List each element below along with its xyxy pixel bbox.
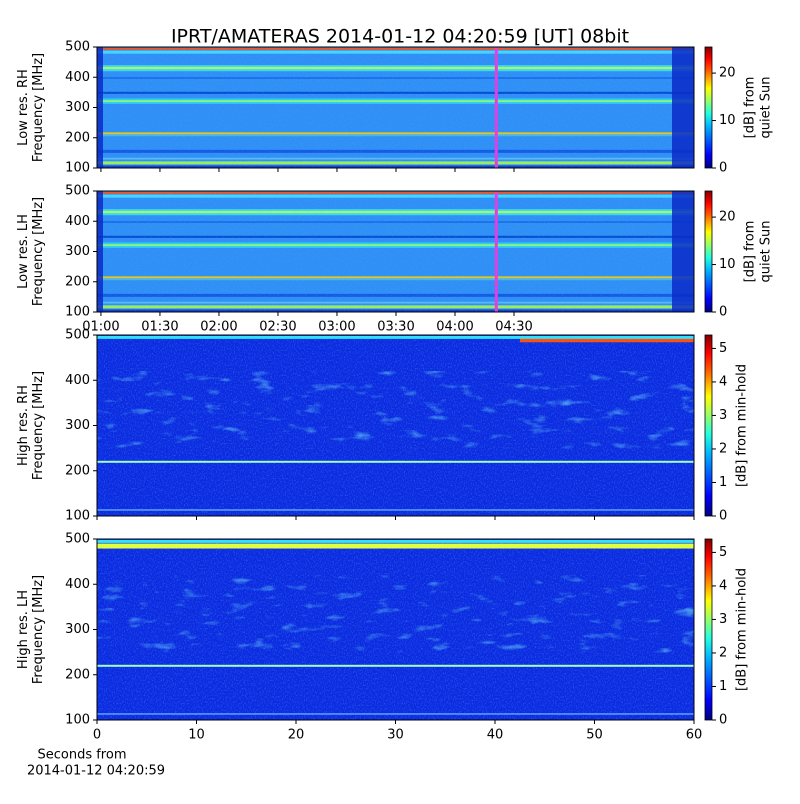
y-tick-label: 300: [65, 418, 90, 433]
x-tick-label: 02:30: [259, 320, 296, 335]
y-axis-label: High res. RH: [16, 385, 31, 466]
spectrum-band: [97, 539, 694, 543]
colorbar-tick-label: 3: [719, 612, 727, 627]
colorbar: [704, 538, 713, 721]
colorbar-label: [dB] from: [743, 77, 758, 139]
y-tick-label: 400: [65, 214, 90, 229]
y-tick-label: 100: [65, 305, 90, 320]
colorbar-label: quiet Sun: [759, 220, 774, 282]
x-tick-label: 04:30: [495, 320, 532, 335]
colorbar-label: [dB] from min-hold: [735, 364, 750, 487]
y-tick-label: 400: [65, 373, 90, 388]
colorbar-tick-label: 5: [719, 341, 727, 356]
x-tick-label: 60: [686, 728, 703, 743]
spectrum-band: [97, 460, 694, 463]
y-axis-label: Frequency [MHz]: [31, 575, 46, 684]
colorbar-tick-label: 10: [719, 113, 736, 128]
y-tick-label: 100: [65, 713, 90, 728]
colorbar: [704, 190, 713, 313]
x-tick-label: 03:30: [377, 320, 414, 335]
x-tick-label: 50: [586, 728, 603, 743]
colorbar-tick-label: 1: [719, 679, 727, 694]
x-tick-label: 04:00: [436, 320, 473, 335]
data-gap: [672, 47, 694, 168]
x-tick-label: 40: [487, 728, 504, 743]
y-axis-label: Frequency [MHz]: [31, 53, 46, 162]
spectrum-band: [520, 337, 694, 343]
y-axis-label: Low res. RH: [16, 69, 31, 146]
x-axis-label: Seconds from: [37, 748, 126, 763]
x-tick-label: 01:00: [82, 320, 119, 335]
y-tick-label: 100: [65, 161, 90, 176]
y-tick-label: 500: [65, 532, 90, 547]
colorbar-tick-label: 20: [719, 210, 736, 225]
y-tick-label: 500: [65, 184, 90, 199]
x-tick-label: 20: [288, 728, 305, 743]
spectrum-band: [97, 664, 694, 667]
y-tick-label: 200: [65, 463, 90, 478]
colorbar: [704, 46, 713, 169]
y-axis-label: Frequency [MHz]: [31, 197, 46, 306]
x-tick-label: 01:30: [141, 320, 178, 335]
data-gap: [672, 191, 694, 312]
data-gap: [97, 47, 103, 168]
y-tick-label: 500: [65, 40, 90, 55]
x-tick-label: 30: [387, 728, 404, 743]
y-tick-label: 400: [65, 70, 90, 85]
x-tick-label: 02:00: [200, 320, 237, 335]
y-tick-label: 300: [65, 622, 90, 637]
y-tick-label: 300: [65, 100, 90, 115]
colorbar-label: [dB] from min-hold: [735, 568, 750, 691]
y-tick-label: 300: [65, 244, 90, 259]
y-axis-label: Low res. LH: [16, 214, 31, 289]
x-tick-label: 03:00: [318, 320, 355, 335]
y-tick-label: 400: [65, 577, 90, 592]
y-tick-label: 200: [65, 667, 90, 682]
spectrum-burst: [97, 575, 694, 653]
colorbar-tick-label: 1: [719, 475, 727, 490]
colorbar-tick-label: 4: [719, 374, 727, 389]
spectrum-band: [97, 509, 694, 511]
colorbar-tick-label: 0: [719, 509, 727, 524]
colorbar-label: [dB] from: [743, 221, 758, 283]
colorbar-tick-label: 0: [719, 161, 727, 176]
colorbar-tick-label: 0: [719, 713, 727, 728]
x-axis-label: 2014-01-12 04:20:59: [27, 764, 165, 779]
spectrum-band: [97, 543, 694, 549]
y-axis-label: High res. LH: [16, 590, 31, 669]
x-tick-label: 0: [93, 728, 101, 743]
y-axis-label: Frequency [MHz]: [31, 371, 46, 480]
colorbar-tick-label: 3: [719, 408, 727, 423]
y-tick-label: 100: [65, 509, 90, 524]
colorbar-tick-label: 2: [719, 441, 727, 456]
y-tick-label: 200: [65, 130, 90, 145]
spectrum-band: [97, 335, 694, 339]
colorbar-tick-label: 10: [719, 257, 736, 272]
spectrum-band: [97, 713, 694, 715]
y-tick-label: 200: [65, 274, 90, 289]
spectrum-noise: [97, 191, 694, 312]
spectrum-noise: [97, 47, 694, 168]
y-tick-label: 500: [65, 328, 90, 343]
colorbar-tick-label: 2: [719, 645, 727, 660]
x-tick-label: 10: [188, 728, 205, 743]
colorbar-label: quiet Sun: [759, 76, 774, 138]
colorbar-tick-label: 4: [719, 578, 727, 593]
colorbar-tick-label: 20: [719, 66, 736, 81]
colorbar: [704, 334, 713, 517]
chart-title: IPRT/AMATERAS 2014-01-12 04:20:59 [UT] 0…: [171, 26, 629, 48]
colorbar-tick-label: 5: [719, 545, 727, 560]
data-gap: [97, 191, 103, 312]
spectrum-burst: [97, 371, 694, 449]
colorbar-tick-label: 0: [719, 305, 727, 320]
